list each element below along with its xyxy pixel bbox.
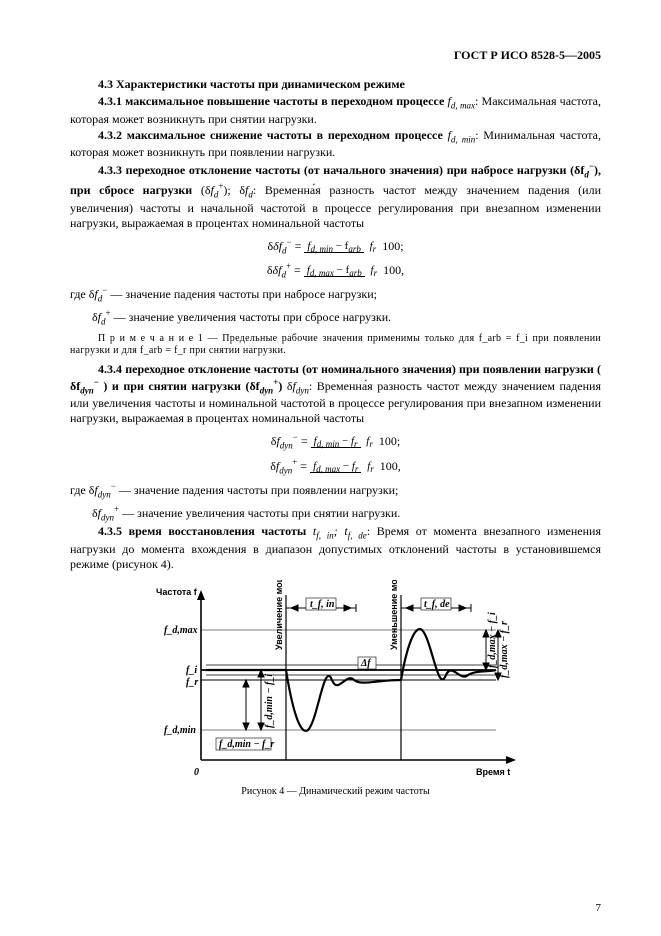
note-1: П р и м е ч а н и е 1 — Предельные рабоч… xyxy=(70,333,601,357)
span-fdmin-fr: f_d,min − f_r xyxy=(219,739,274,750)
span-fdmax-fi: f_d,max − f_i xyxy=(487,612,498,668)
label-decrease: Уменьшение мощности xyxy=(389,580,399,650)
clause-4-3-4: 4.3.4 переходное отклонение частоты (от … xyxy=(70,362,601,427)
figure-4-caption: Рисунок 4 — Динамический режим частоты xyxy=(70,786,601,797)
equation-2: δδfd+ = fd, max − farb fr 100, xyxy=(70,261,601,279)
label-increase: Увеличение мощности xyxy=(274,580,284,650)
p433-lead: 4.3.3 переходное отклонение частоты (от … xyxy=(98,163,584,177)
clause-4-3-1: 4.3.1 максимальное повышение частоты в п… xyxy=(70,94,601,127)
equation-4: δfdyn+ = fd, max − fr fr 100, xyxy=(70,457,601,475)
p431-lead: 4.3.1 максимальное повышение частоты в п… xyxy=(98,94,444,108)
y-tick-fdmin: f_d,min xyxy=(164,725,196,736)
equation-3: δfdyn− = fd, min − fr fr 100; xyxy=(70,432,601,450)
doc-header: ГОСТ Р ИСО 8528-5—2005 xyxy=(70,48,601,63)
svg-text:0: 0 xyxy=(194,767,199,778)
where-2: δfd+ — значение увеличения частоты при с… xyxy=(70,308,601,328)
y-tick-fr: f_r xyxy=(186,677,198,688)
t-f-in-label: t_f, in xyxy=(310,599,335,610)
span-fdmax-fr: f_d,max − f_r xyxy=(499,621,510,678)
delta-f-label: Δf xyxy=(360,658,372,669)
y-tick-fi: f_i xyxy=(186,665,197,676)
clause-4-3-5: 4.3.5 время восстановления частоты tf, i… xyxy=(70,524,601,572)
figure-4: Частота f Время t 0 f_d,max f_i f_r f_d,… xyxy=(146,580,526,780)
where-1: где δfd− — значение падения частоты при … xyxy=(70,285,601,305)
page: ГОСТ Р ИСО 8528-5—2005 4.3 Характеристик… xyxy=(0,0,661,936)
p435-lead: 4.3.5 время восстановления частоты xyxy=(98,524,306,538)
where-3: где δfdyn− — значение падения частоты пр… xyxy=(70,481,601,501)
span-fdmin-fi: f_d,min − f_i xyxy=(264,674,275,728)
clause-4-3-2: 4.3.2 максимальное снижение частоты в пе… xyxy=(70,128,601,161)
p432-sub: d, min xyxy=(451,134,475,144)
page-number: 7 xyxy=(596,902,602,914)
equation-1: δδfd− = fd, min − farb fr 100; xyxy=(70,237,601,255)
clause-4-3-3: 4.3.3 переходное отклонение частоты (от … xyxy=(70,161,601,230)
where-4: δfdyn+ — значение увеличения частоты при… xyxy=(70,504,601,524)
y-axis-label: Частота f xyxy=(156,587,198,597)
y-tick-fdmax: f_d,max xyxy=(164,625,198,636)
section-4-3-title: 4.3 Характеристики частоты при динамичес… xyxy=(70,77,601,92)
p431-sub: d, max xyxy=(451,100,475,110)
x-axis-label: Время t xyxy=(476,767,510,777)
p432-lead: 4.3.2 максимальное снижение частоты в пе… xyxy=(98,128,443,142)
t-f-de-label: t_f, de xyxy=(424,599,450,610)
